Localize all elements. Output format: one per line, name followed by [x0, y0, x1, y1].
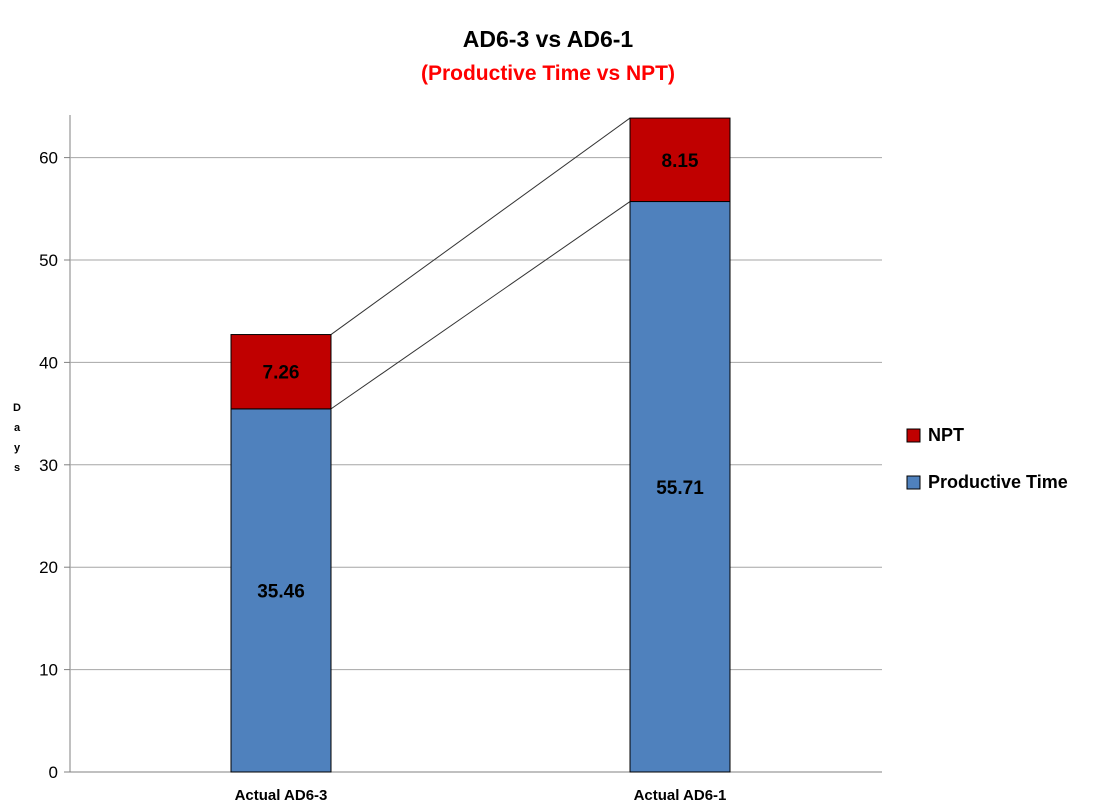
legend-swatch [906, 428, 921, 443]
bars: 35.46 7.26 55.71 8.15 [230, 117, 731, 773]
bar-npt [629, 117, 731, 203]
legend-swatch [906, 475, 921, 490]
y-axis-label-letter: a [14, 422, 21, 434]
data-label: 8.15 [662, 151, 699, 172]
chart-title: AD6-3 vs AD6-1 [463, 26, 634, 52]
data-label: 7.26 [263, 363, 300, 384]
bar-productive-time [230, 408, 332, 773]
y-axis-label-letter: y [14, 442, 21, 454]
x-axis: Actual AD6-3 Actual AD6-1 [235, 787, 727, 804]
series-line [330, 201, 631, 410]
legend: NPT Productive Time [906, 425, 1068, 492]
y-tick-label: 10 [39, 661, 58, 680]
y-tick-label: 40 [39, 353, 58, 372]
y-tick-label: 0 [49, 763, 58, 782]
chart-subtitle: (Productive Time vs NPT) [421, 62, 675, 85]
y-axis-label-letter: s [14, 462, 20, 474]
y-axis-label-letter: D [13, 402, 21, 414]
y-tick-label: 60 [39, 149, 58, 168]
y-axis: 0 10 20 30 40 50 60 [39, 149, 58, 782]
legend-label: NPT [928, 425, 964, 445]
bar-npt [230, 334, 332, 410]
y-tick-label: 30 [39, 456, 58, 475]
data-label: 35.46 [257, 581, 305, 602]
series-lines [330, 117, 631, 410]
bar-productive-time [629, 201, 731, 773]
x-tick-label: Actual AD6-1 [634, 787, 727, 804]
gridlines [64, 115, 882, 773]
legend-label: Productive Time [928, 472, 1068, 492]
series-line [330, 117, 631, 335]
x-tick-label: Actual AD6-3 [235, 787, 328, 804]
data-label: 55.71 [656, 478, 704, 499]
y-tick-label: 20 [39, 558, 58, 577]
y-tick-label: 50 [39, 251, 58, 270]
